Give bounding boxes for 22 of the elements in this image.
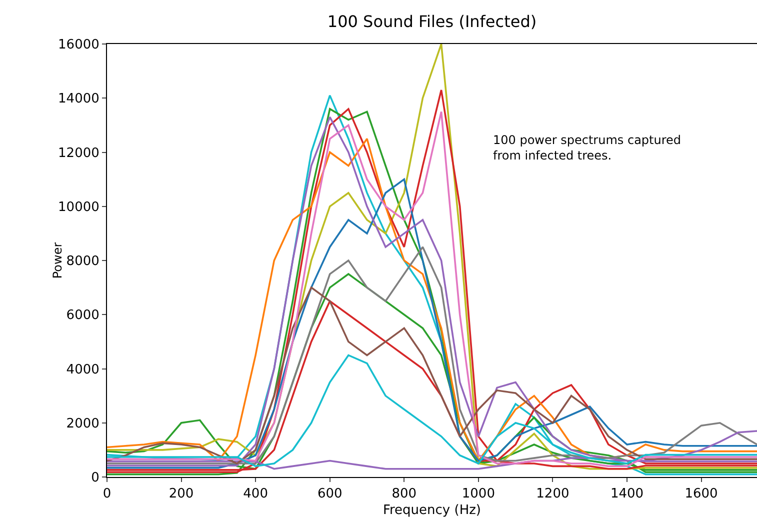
- x-tick-label: 1600: [684, 486, 718, 502]
- x-tick-label: 1400: [610, 486, 644, 502]
- chart-title: 100 Sound Files (Infected): [327, 12, 537, 32]
- x-tick-label: 1000: [462, 486, 495, 502]
- y-tick-label: 2000: [66, 416, 100, 432]
- x-tick-label: 200: [168, 486, 194, 502]
- y-tick-label: 12000: [58, 146, 100, 161]
- x-tick-label: 800: [392, 486, 417, 502]
- x-axis-title: Frequency (Hz): [382, 503, 482, 518]
- y-tick-label: 0: [91, 470, 100, 486]
- x-tick-label: 600: [317, 486, 342, 502]
- x-tick-label: 400: [243, 486, 268, 502]
- y-tick-label: 4000: [66, 362, 100, 378]
- y-tick-label: 14000: [58, 92, 100, 107]
- y-axis-title: Power: [50, 242, 64, 279]
- y-tick-label: 16000: [58, 38, 100, 53]
- x-tick-label: 1200: [536, 486, 570, 502]
- y-tick-label: 8000: [66, 254, 100, 270]
- x-tick-label: 0: [102, 486, 112, 502]
- annotation: 100 power spectrums captured from infected trees.: [493, 133, 682, 163]
- y-tick-label: 10000: [58, 200, 100, 215]
- y-tick-label: 6000: [66, 308, 100, 324]
